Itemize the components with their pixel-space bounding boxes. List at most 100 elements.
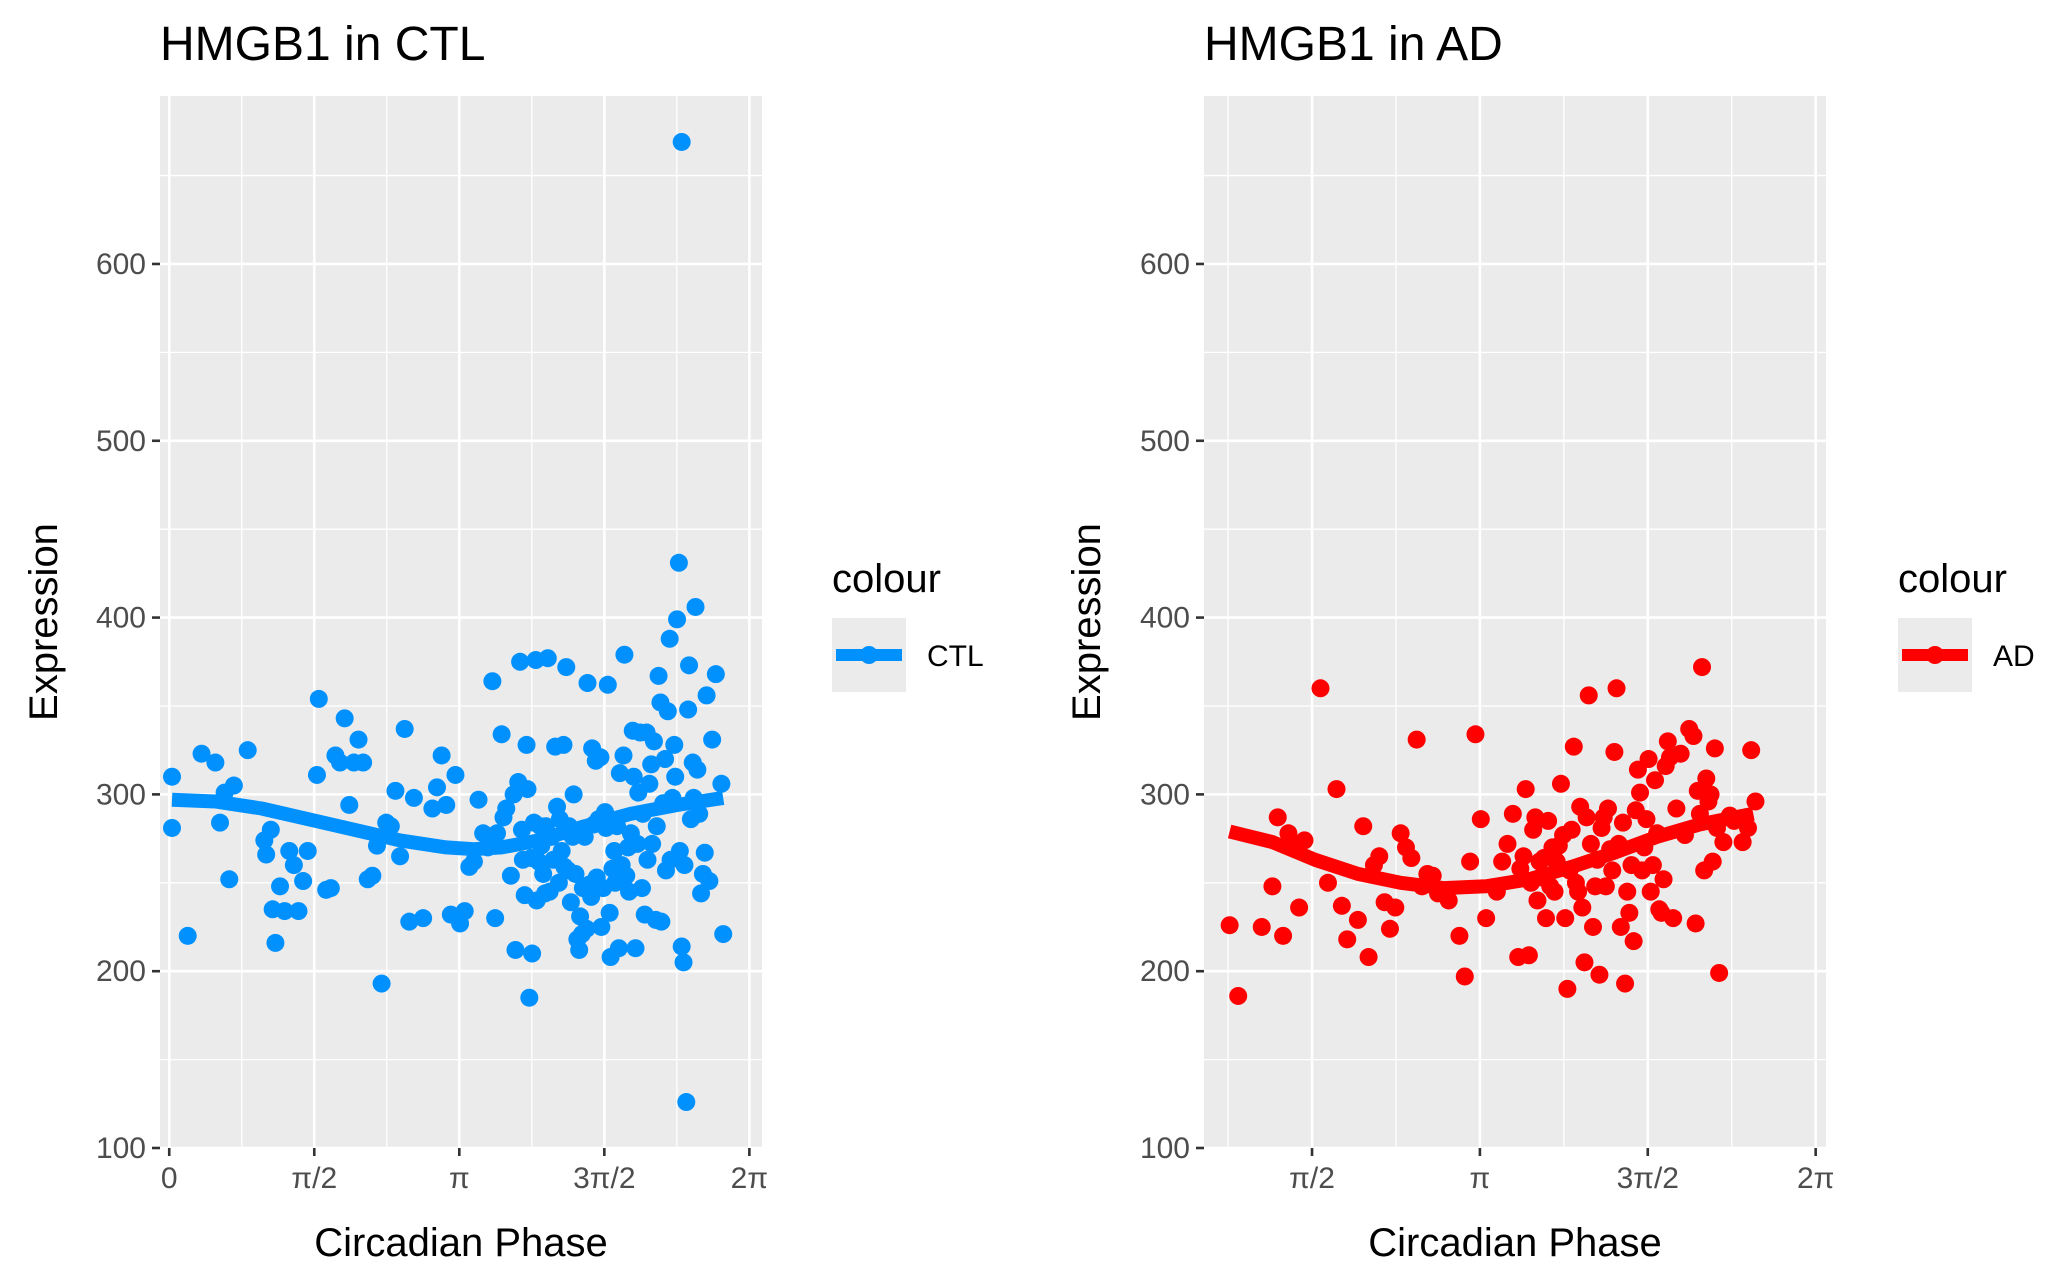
data-point (224, 776, 243, 795)
data-point (578, 673, 597, 692)
data-point (570, 940, 589, 959)
plot-background (1204, 96, 1826, 1148)
data-point (1370, 847, 1389, 866)
data-point (349, 730, 368, 749)
x-tick-label: 2π (731, 1162, 768, 1195)
data-point (266, 933, 285, 952)
y-axis-title: Expression (1065, 523, 1109, 721)
data-point (1562, 820, 1581, 839)
x-tick-label: π/2 (291, 1162, 337, 1195)
data-point (697, 686, 716, 705)
data-point (1348, 910, 1367, 929)
data-point (643, 834, 662, 853)
y-tick-label: 100 (96, 1132, 146, 1165)
data-point (340, 795, 359, 814)
plot-background (160, 96, 762, 1148)
data-point (1290, 898, 1309, 917)
data-point (1618, 882, 1637, 901)
data-point (1575, 953, 1594, 972)
data-point (712, 774, 731, 793)
y-axis-title: Expression (22, 523, 66, 721)
data-point (1686, 914, 1705, 933)
data-point (1733, 833, 1752, 852)
data-point (1407, 730, 1426, 749)
data-point (1493, 852, 1512, 871)
data-point (163, 818, 182, 837)
data-point (549, 873, 568, 892)
data-point (1667, 799, 1686, 818)
y-tick-label: 500 (96, 425, 146, 458)
data-point (404, 788, 423, 807)
data-point (714, 925, 733, 944)
legend-key-point (860, 646, 878, 664)
data-point (561, 893, 580, 912)
data-point (1327, 780, 1346, 799)
data-point (294, 872, 313, 891)
data-point (486, 909, 505, 928)
data-point (670, 841, 689, 860)
data-point (1573, 898, 1592, 917)
data-point (1455, 967, 1474, 986)
y-tick-label: 500 (1140, 425, 1190, 458)
data-point (492, 725, 511, 744)
data-point (423, 799, 442, 818)
y-tick-label: 300 (1140, 778, 1190, 811)
data-point (1639, 750, 1658, 769)
data-point (665, 735, 684, 754)
chart-title: HMGB1 in AD (1204, 18, 1503, 71)
data-point (1545, 882, 1564, 901)
data-point (669, 553, 688, 572)
data-point (1714, 833, 1733, 852)
data-point (1252, 917, 1271, 936)
data-point (1742, 741, 1761, 760)
legend: colour AD (1898, 557, 2035, 692)
data-point (1229, 986, 1248, 1005)
data-point (1461, 852, 1480, 871)
data-point (658, 702, 677, 721)
data-point (163, 767, 182, 786)
legend-key-point (1926, 646, 1944, 664)
data-point (610, 764, 629, 783)
data-point (680, 656, 699, 675)
y-tick-label: 400 (1140, 602, 1190, 635)
legend-label: CTL (927, 640, 984, 673)
data-point (206, 753, 225, 772)
data-point (192, 744, 211, 763)
data-point (668, 610, 687, 629)
data-point (1710, 963, 1729, 982)
data-point (372, 974, 391, 993)
data-point (1311, 679, 1330, 698)
data-point (677, 1093, 696, 1112)
data-point (1569, 882, 1588, 901)
data-point (1528, 891, 1547, 910)
data-point (1338, 930, 1357, 949)
x-tick-label: 2π (1797, 1162, 1834, 1195)
data-point (211, 813, 230, 832)
data-point (483, 672, 502, 691)
data-point (400, 912, 419, 931)
data-point (1590, 965, 1609, 984)
trend-line (171, 790, 725, 857)
data-point (1274, 926, 1293, 945)
data-point (1693, 658, 1712, 677)
data-point (1498, 834, 1517, 853)
data-point (1514, 847, 1533, 866)
data-point (564, 785, 583, 804)
data-point (238, 741, 257, 760)
ad-panel: HMGB1 in AD 100 200 300 400 500 600 π/2 π 3π/2 2… (1065, 18, 2035, 1265)
trend-curve (1227, 806, 1755, 896)
data-point (280, 841, 299, 860)
x-tick-label: 3π/2 (1617, 1162, 1679, 1195)
data-point (660, 629, 679, 648)
data-point (591, 748, 610, 767)
data-point (1658, 732, 1677, 751)
data-point (666, 767, 685, 786)
data-point (1380, 919, 1399, 938)
grid-lines (160, 96, 762, 1150)
data-point (1611, 917, 1630, 936)
data-point (1703, 852, 1722, 871)
y-tick-label: 200 (96, 955, 146, 988)
data-point (446, 765, 465, 784)
data-point (1558, 979, 1577, 998)
